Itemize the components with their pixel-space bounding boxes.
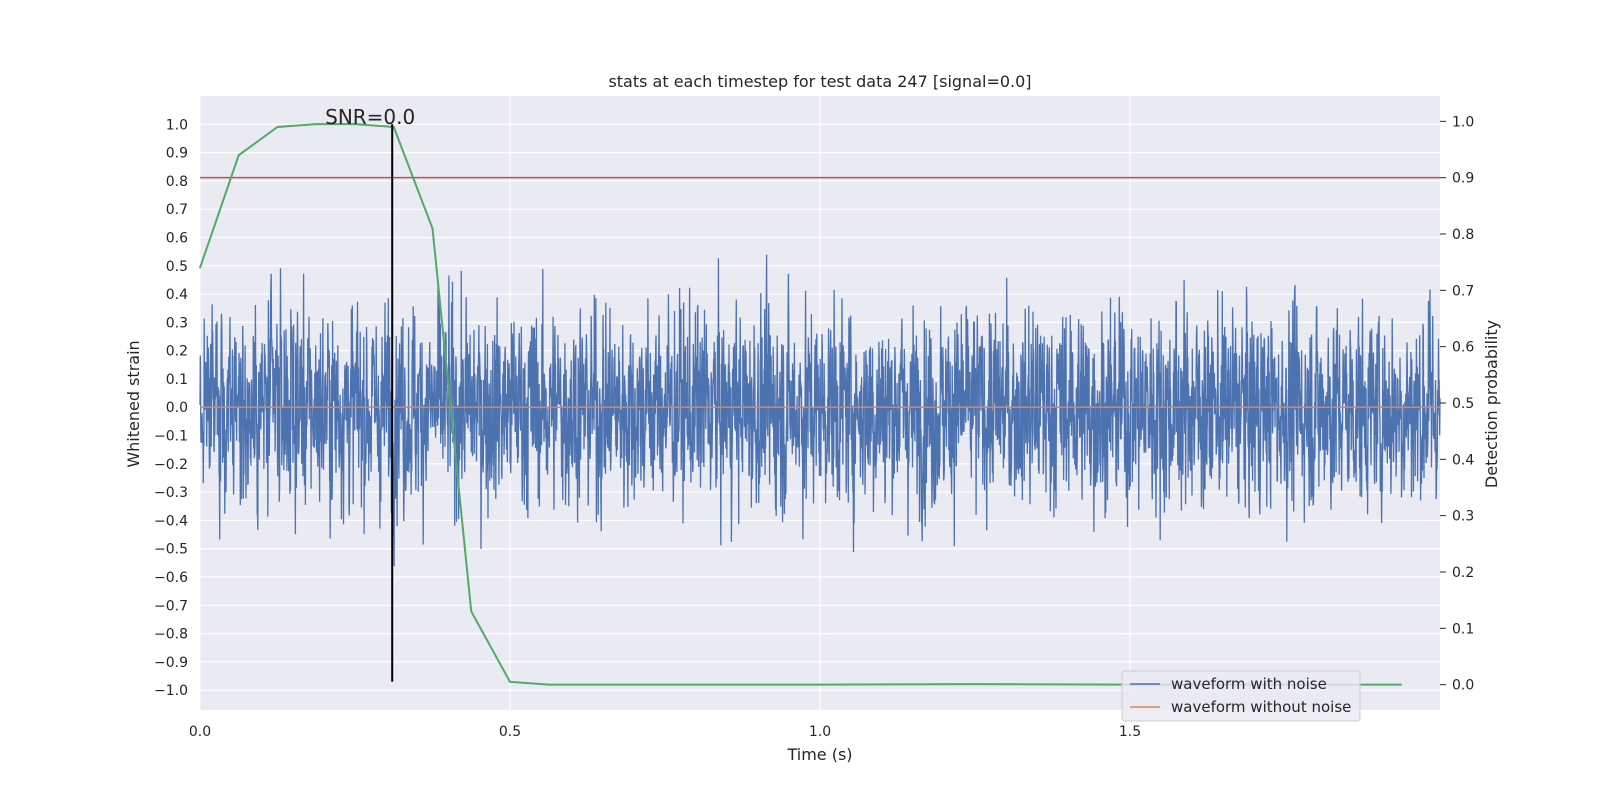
y2-tick-label: 0.5 (1452, 396, 1474, 412)
x-tick-label: 0.0 (189, 724, 211, 740)
y-tick-label: −0.5 (154, 542, 188, 558)
y-tick-label: 0.5 (166, 259, 188, 275)
y2-tick-label: 0.6 (1452, 340, 1474, 356)
y-tick-label: 0.3 (166, 315, 188, 331)
detection-probability-point (237, 154, 240, 156)
y-tick-label: −0.7 (154, 598, 188, 614)
detection-probability-point (509, 681, 511, 683)
detection-probability-point (1400, 683, 1403, 686)
y-tick-label: 0.4 (166, 287, 188, 303)
y-axis-left-ticks: −1.0 −0.9 −0.8 −0.7 −0.6 −0.5 −0.4 −0.3 −0.2 −0.1… (154, 117, 188, 699)
y2-tick-label: 0.7 (1452, 283, 1474, 299)
y2-tick-label: 0.8 (1452, 227, 1474, 243)
y-tick-label: 0.7 (166, 202, 188, 218)
detection-probability-point (431, 227, 434, 230)
y2-tick-label: 0.4 (1452, 452, 1474, 468)
detection-probability-point (974, 683, 976, 685)
detection-probability-point (315, 123, 318, 125)
legend: waveform with noise waveform without noi… (1121, 670, 1361, 722)
series-layer (199, 123, 1441, 686)
detection-probability-point (547, 683, 550, 686)
legend-label-noise: waveform with noise (1171, 675, 1327, 693)
detection-probability-point (354, 123, 356, 125)
y2-axis-label: Detection probability (1482, 320, 1501, 488)
legend-label-clean: waveform without noise (1171, 698, 1351, 716)
detection-probability-point (586, 683, 589, 686)
y-tick-label: 0.2 (166, 344, 188, 360)
y2-tick-label: 0.3 (1452, 509, 1474, 525)
y-tick-label: −0.1 (154, 429, 188, 445)
detection-probability-point (819, 683, 821, 686)
y-tick-label: 0.9 (166, 146, 188, 162)
y-tick-label: 0.8 (166, 174, 188, 190)
y-axis-right-ticks: 0.0 0.1 0.2 0.3 0.4 0.5 0.6 0.7 0.8 0.9 1.0 (1440, 114, 1474, 694)
series-line-detection-probability (199, 123, 1402, 686)
y-tick-label: −0.9 (154, 655, 188, 671)
legend-box (1121, 670, 1361, 722)
x-axis-label: Time (s) (786, 745, 852, 764)
y-tick-label: 0.6 (166, 230, 188, 246)
y2-tick-label: 0.0 (1452, 678, 1474, 694)
x-axis-ticks: 0.0 0.5 1.0 1.5 (189, 724, 1141, 740)
detection-probability-point (470, 610, 473, 613)
y-tick-label: −1.0 (154, 683, 188, 699)
y-tick-label: −0.3 (154, 485, 188, 501)
y2-tick-label: 0.1 (1452, 621, 1474, 637)
snr-annotation: SNR=0.0 (325, 105, 415, 129)
detection-probability-point (276, 126, 279, 128)
y-axis-label: Whitened strain (124, 340, 143, 467)
y-tick-label: 0.1 (166, 372, 188, 388)
y2-tick-label: 0.2 (1452, 565, 1474, 581)
x-tick-label: 1.5 (1119, 724, 1141, 740)
y-tick-label: −0.8 (154, 627, 188, 643)
y2-tick-label: 1.0 (1452, 114, 1474, 130)
y-tick-label: −0.6 (154, 570, 188, 586)
x-tick-label: 0.5 (499, 724, 521, 740)
y-tick-label: −0.4 (154, 513, 188, 529)
chart-title: stats at each timestep for test data 247… (608, 72, 1031, 91)
detection-probability-point (392, 126, 395, 128)
x-tick-label: 1.0 (809, 724, 831, 740)
y-tick-label: 1.0 (166, 117, 188, 133)
y-tick-label: 0.0 (166, 400, 188, 416)
y-tick-label: −0.2 (154, 457, 188, 473)
y2-tick-label: 0.9 (1452, 171, 1474, 187)
detection-probability-point (199, 267, 201, 269)
